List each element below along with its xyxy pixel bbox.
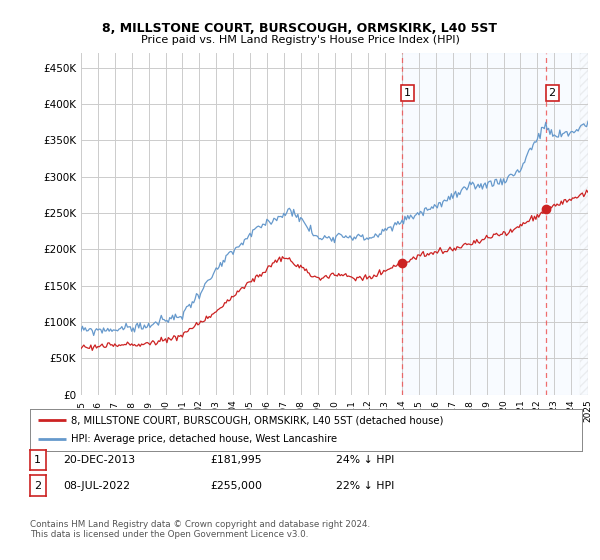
Text: 1: 1 [404, 88, 411, 98]
Text: HPI: Average price, detached house, West Lancashire: HPI: Average price, detached house, West… [71, 434, 338, 444]
Text: 2: 2 [548, 88, 556, 98]
Text: £255,000: £255,000 [210, 480, 262, 491]
Text: 8, MILLSTONE COURT, BURSCOUGH, ORMSKIRK, L40 5ST (detached house): 8, MILLSTONE COURT, BURSCOUGH, ORMSKIRK,… [71, 415, 444, 425]
Bar [580, 53, 588, 395]
Text: 2: 2 [34, 480, 41, 491]
Text: 08-JUL-2022: 08-JUL-2022 [63, 480, 130, 491]
Text: Price paid vs. HM Land Registry's House Price Index (HPI): Price paid vs. HM Land Registry's House … [140, 35, 460, 45]
Text: 20-DEC-2013: 20-DEC-2013 [63, 455, 135, 465]
Bar [401, 53, 588, 395]
Text: 24% ↓ HPI: 24% ↓ HPI [336, 455, 394, 465]
Text: £181,995: £181,995 [210, 455, 262, 465]
Text: 22% ↓ HPI: 22% ↓ HPI [336, 480, 394, 491]
Text: 8, MILLSTONE COURT, BURSCOUGH, ORMSKIRK, L40 5ST: 8, MILLSTONE COURT, BURSCOUGH, ORMSKIRK,… [103, 22, 497, 35]
Text: 1: 1 [34, 455, 41, 465]
Text: Contains HM Land Registry data © Crown copyright and database right 2024.
This d: Contains HM Land Registry data © Crown c… [30, 520, 370, 539]
